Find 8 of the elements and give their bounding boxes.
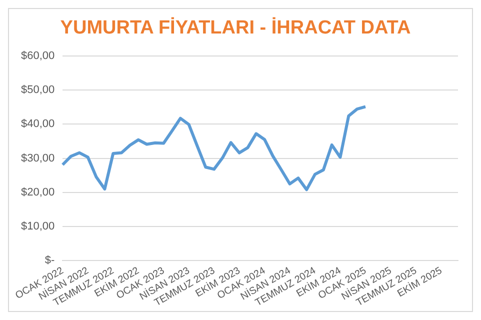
y-tick-label: $50,00 [20, 84, 55, 96]
y-tick-label: $20,00 [20, 186, 55, 198]
y-tick-label: $10,00 [20, 220, 55, 233]
y-tick-label: $60,00 [20, 50, 55, 62]
y-tick-label: $30,00 [20, 152, 55, 164]
y-tick-label: $- [44, 254, 55, 267]
y-tick-label: $40,00 [20, 118, 55, 130]
chart-title: YUMURTA FİYATLARI - İHRACAT DATA [60, 16, 411, 39]
